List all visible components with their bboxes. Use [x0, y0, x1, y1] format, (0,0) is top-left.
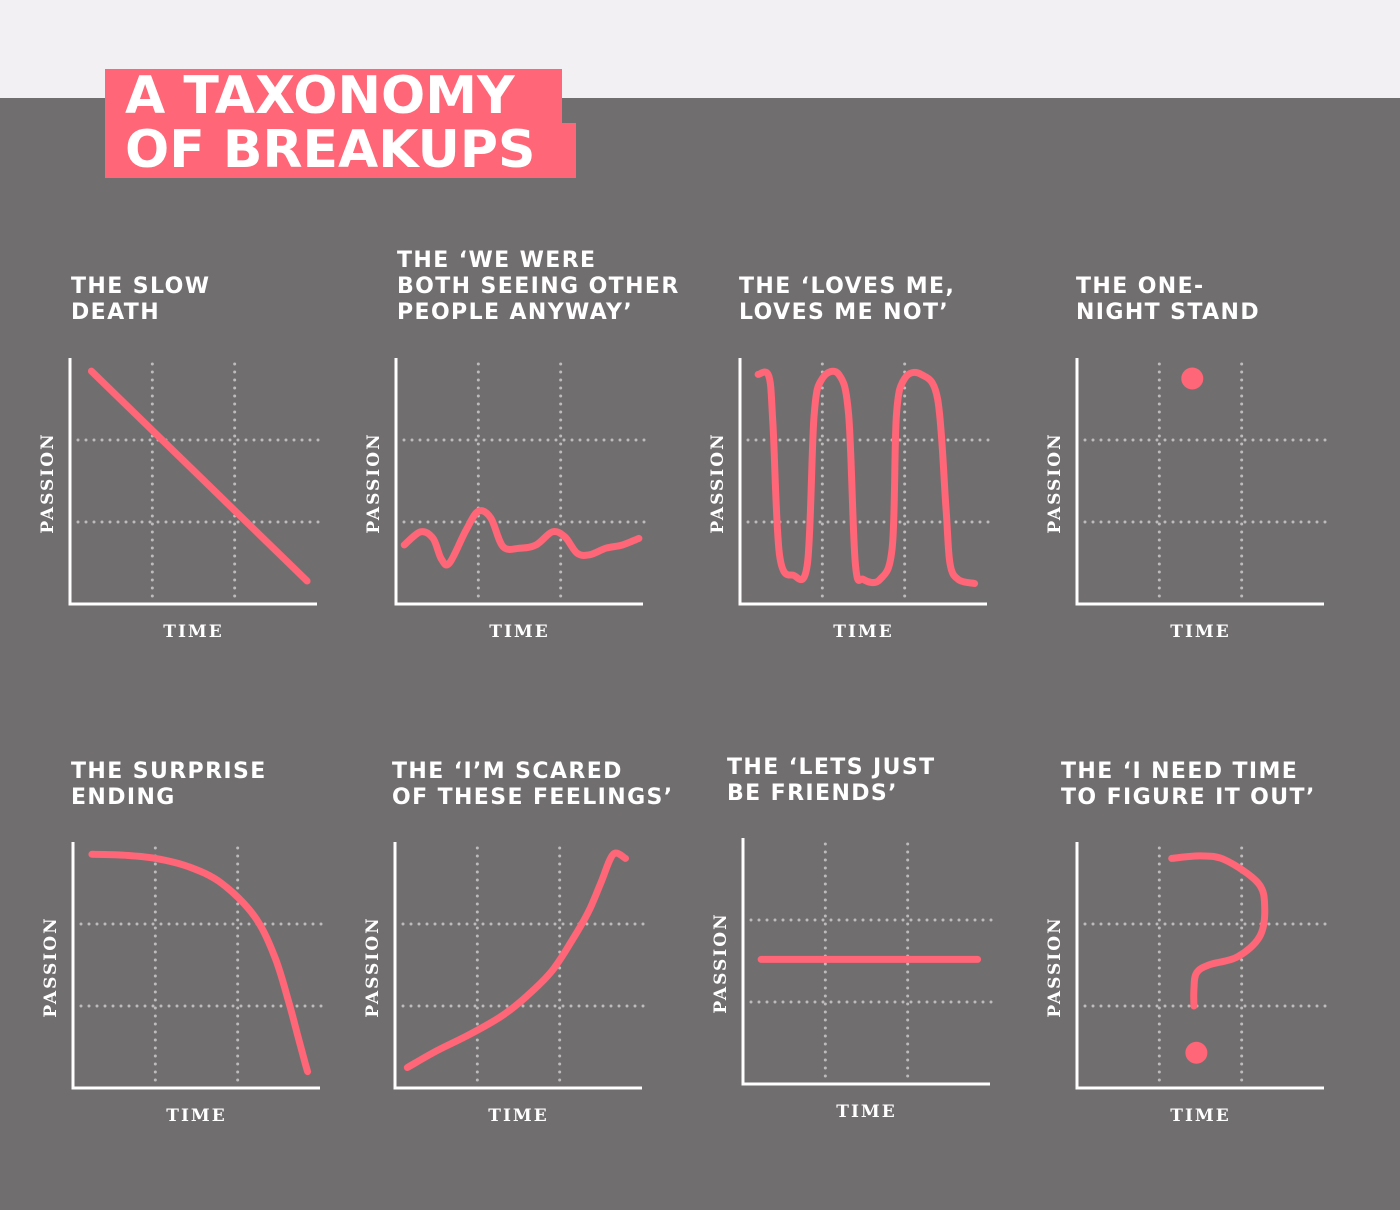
series-line: [1168, 852, 1269, 1010]
y-axis-label: PASSION: [363, 916, 383, 1017]
chart-title-scared-of-feelings: THE ‘I’M SCARED OF THESE FEELINGS’: [392, 759, 674, 810]
y-axis-label: PASSION: [41, 916, 61, 1017]
x-axis-label: TIME: [1170, 1106, 1230, 1126]
chart-title-lets-be-friends: THE ‘LETS JUST BE FRIENDS’: [727, 755, 936, 806]
page-title-line-1: A TAXONOMY: [105, 69, 562, 125]
chart-lets-be-friends: TIME PASSION: [711, 836, 1000, 1122]
chart-slow-death: TIME PASSION: [38, 356, 327, 642]
series-line: [88, 850, 312, 1076]
x-axis-label: TIME: [1170, 622, 1230, 642]
y-axis-label: PASSION: [38, 432, 58, 533]
data-point: [1185, 1041, 1208, 1064]
y-axis-label: PASSION: [1045, 432, 1065, 533]
series-line: [400, 507, 643, 569]
page-title-line-2: OF BREAKUPS: [105, 123, 576, 178]
data-point: [1181, 367, 1204, 390]
chart-scared-of-feelings: TIME PASSION: [363, 840, 652, 1126]
y-axis-label: PASSION: [708, 432, 728, 533]
chart-title-one-night-stand: THE ONE- NIGHT STAND: [1076, 274, 1260, 325]
series-line: [754, 367, 979, 587]
chart-need-time: TIME PASSION: [1045, 840, 1334, 1126]
chart-title-surprise-ending: THE SURPRISE ENDING: [71, 759, 267, 810]
chart-one-night-stand: TIME PASSION: [1045, 356, 1334, 642]
chart-title-seeing-other-people: THE ‘WE WERE BOTH SEEING OTHER PEOPLE AN…: [397, 248, 680, 325]
x-axis-label: TIME: [163, 622, 223, 642]
x-axis-label: TIME: [833, 622, 893, 642]
series-line: [87, 367, 311, 585]
series-line: [403, 849, 629, 1071]
y-axis-label: PASSION: [711, 912, 731, 1013]
x-axis-label: TIME: [836, 1102, 896, 1122]
x-axis-label: TIME: [488, 1106, 548, 1126]
chart-seeing-other-people: TIME PASSION: [364, 356, 653, 642]
chart-title-need-time: THE ‘I NEED TIME TO FIGURE IT OUT’: [1061, 759, 1316, 810]
chart-surprise-ending: TIME PASSION: [41, 840, 330, 1126]
chart-title-loves-me-not: THE ‘LOVES ME, LOVES ME NOT’: [739, 274, 956, 325]
chart-loves-me-not: TIME PASSION: [708, 356, 997, 642]
chart-title-slow-death: THE SLOW DEATH: [71, 274, 211, 325]
x-axis-label: TIME: [489, 622, 549, 642]
y-axis-label: PASSION: [1045, 916, 1065, 1017]
y-axis-label: PASSION: [364, 432, 384, 533]
x-axis-label: TIME: [166, 1106, 226, 1126]
